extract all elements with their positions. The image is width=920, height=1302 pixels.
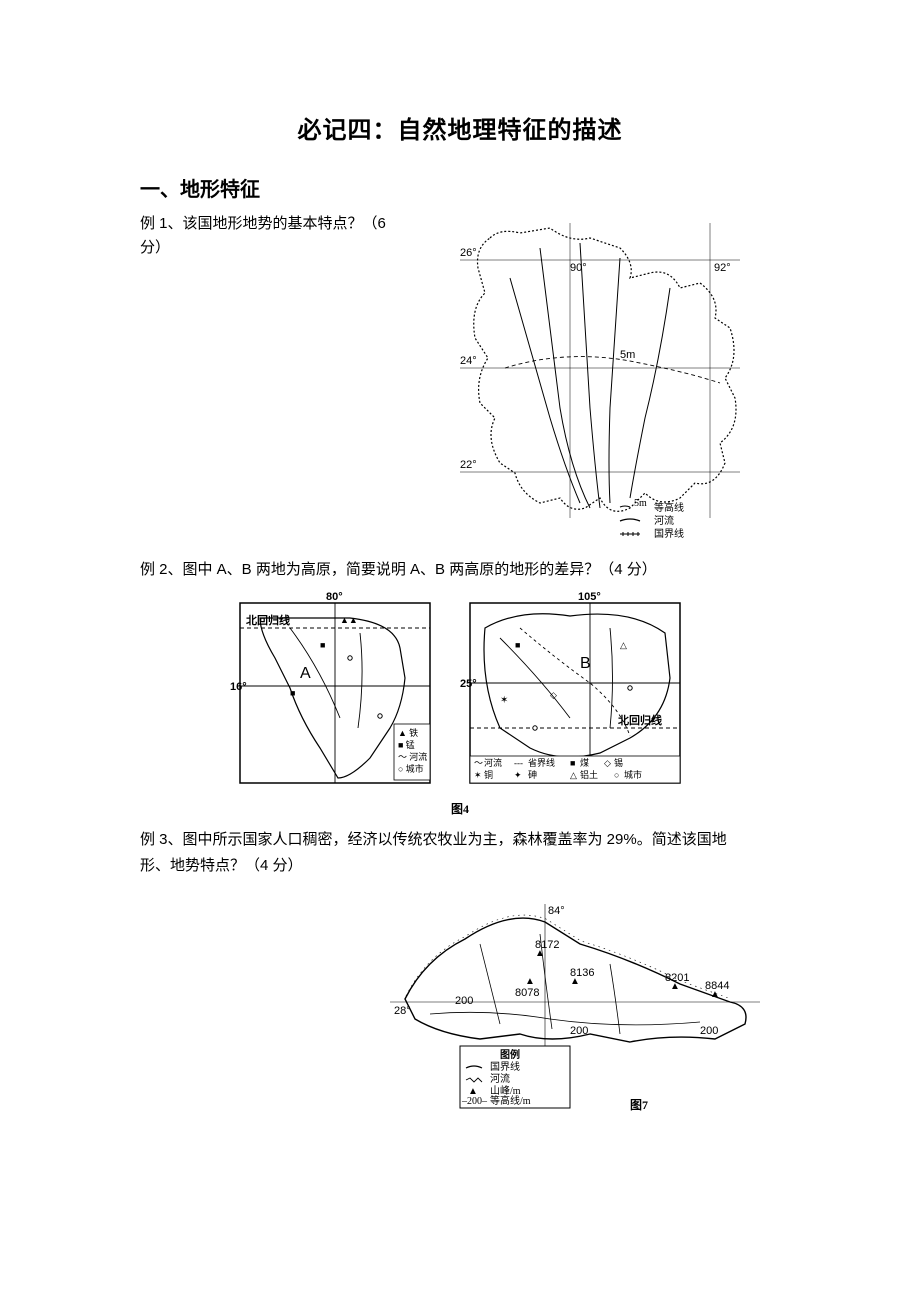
peak-8136: 8136 — [570, 967, 594, 979]
lon-80: 80° — [326, 591, 343, 603]
svg-text:▲: ▲ — [525, 976, 535, 987]
svg-text:△: △ — [620, 640, 627, 650]
svg-text:锡: 锡 — [614, 758, 623, 768]
svg-text:■: ■ — [320, 640, 325, 650]
figure-2-right-legend: ～河流 --- 省界线 ■ 煤 ◇锡 ✶铜 ✦ 砷 △铝土 ○ 城市 — [470, 756, 680, 783]
svg-text:■: ■ — [570, 758, 575, 768]
label-A: A — [300, 665, 311, 682]
tropic-left: 北回归线 — [246, 613, 290, 627]
label-B: B — [580, 655, 591, 672]
question-1-text: 例 1、该国地形地势的基本特点？（6 分） — [140, 212, 410, 260]
figure-3-caption: 图7 — [630, 1098, 648, 1112]
svg-text:✶: ✶ — [500, 695, 508, 706]
svg-text:～: ～ — [474, 758, 483, 768]
svg-text:○ 城市: ○ 城市 — [398, 763, 424, 774]
figure-2-left-legend: ▲ 铁 ■ 锰 ～ 河流 ○ 城市 — [394, 724, 430, 780]
contour-200c: 200 — [700, 1025, 718, 1037]
svg-text:▲▲: ▲▲ — [340, 615, 358, 625]
peak-8844: 8844 — [705, 980, 729, 992]
svg-text:国界线: 国界线 — [654, 527, 684, 540]
lat-16: 16° — [230, 681, 247, 693]
lat-26: 26° — [460, 247, 477, 259]
svg-text:5m: 5m — [634, 498, 647, 509]
figure-2-caption: 图4 — [451, 802, 469, 816]
svg-text:◇: ◇ — [550, 690, 557, 700]
svg-text:国界线: 国界线 — [490, 1060, 520, 1073]
lon-90: 90° — [570, 262, 587, 274]
lat-28: 28° — [394, 1005, 411, 1017]
peak-8172: 8172 — [535, 939, 559, 951]
svg-text:～ 河流: ～ 河流 — [398, 751, 427, 762]
svg-text:铜: 铜 — [484, 769, 493, 780]
lon-105: 105° — [578, 591, 601, 603]
page-title: 必记四：自然地理特征的描述 — [140, 110, 780, 145]
contour-200b: 200 — [570, 1025, 588, 1037]
svg-text:---: --- — [514, 758, 523, 768]
lat-24: 24° — [460, 355, 477, 367]
svg-text:河流: 河流 — [490, 1072, 510, 1085]
svg-text:■: ■ — [515, 640, 520, 650]
svg-text:城市: 城市 — [624, 769, 642, 780]
svg-text:✶: ✶ — [474, 770, 482, 780]
peak-8078: 8078 — [515, 987, 539, 999]
svg-text:–200–: –200– — [461, 1096, 488, 1107]
contour-5m-label: 5m — [620, 349, 635, 361]
svg-text:砷: 砷 — [528, 770, 537, 780]
svg-text:▲ 铁: ▲ 铁 — [398, 727, 418, 738]
question-2-text: 例 2、图中 A、B 两地为高原，简要说明 A、B 两高原的地形的差异？（4 分… — [140, 558, 780, 582]
svg-text:△: △ — [570, 770, 577, 780]
svg-text:煤: 煤 — [580, 757, 589, 768]
lon-92: 92° — [714, 262, 731, 274]
question-3-line2: 形、地势特点？（4 分） — [140, 854, 780, 878]
svg-text:铝土: 铝土 — [580, 769, 598, 780]
svg-text:■: ■ — [290, 688, 295, 698]
lat-22: 22° — [460, 459, 477, 471]
figure-2-maps: 北回归线 16° 80° A ▲▲ ■ ■ — [140, 588, 780, 818]
svg-text:河流: 河流 — [484, 757, 502, 768]
svg-text:○: ○ — [614, 770, 619, 780]
contour-200a: 200 — [455, 995, 473, 1007]
section-heading-1: 一、地形特征 — [140, 173, 780, 202]
svg-text:■ 锰: ■ 锰 — [398, 739, 415, 750]
svg-text:河流: 河流 — [654, 514, 674, 527]
tropic-right: 北回归线 — [618, 713, 662, 727]
figure-1-map: 5m 26° 24° 22° 90° 92° 5m 等高线 — [420, 208, 780, 548]
peak-8201: 8201 — [665, 972, 689, 984]
figure-3-legend: 图例 国界线 河流 ▲山峰/m –200–等高线/m — [460, 1046, 570, 1108]
figure-3-map: 200 200 200 ▲8172 ▲8078 ▲8136 ▲8201 ▲884… — [140, 884, 780, 1124]
svg-text:◇: ◇ — [604, 758, 611, 768]
lon-84: 84° — [548, 905, 565, 917]
svg-text:图例: 图例 — [500, 1048, 520, 1061]
lat-25: 25° — [460, 678, 477, 690]
question-3-line1: 例 3、图中所示国家人口稠密，经济以传统农牧业为主，森林覆盖率为 29%。简述该… — [140, 828, 780, 852]
svg-text:等高线: 等高线 — [654, 501, 684, 514]
svg-text:等高线/m: 等高线/m — [490, 1094, 531, 1107]
svg-text:省界线: 省界线 — [528, 757, 555, 768]
svg-text:✦: ✦ — [514, 770, 522, 780]
